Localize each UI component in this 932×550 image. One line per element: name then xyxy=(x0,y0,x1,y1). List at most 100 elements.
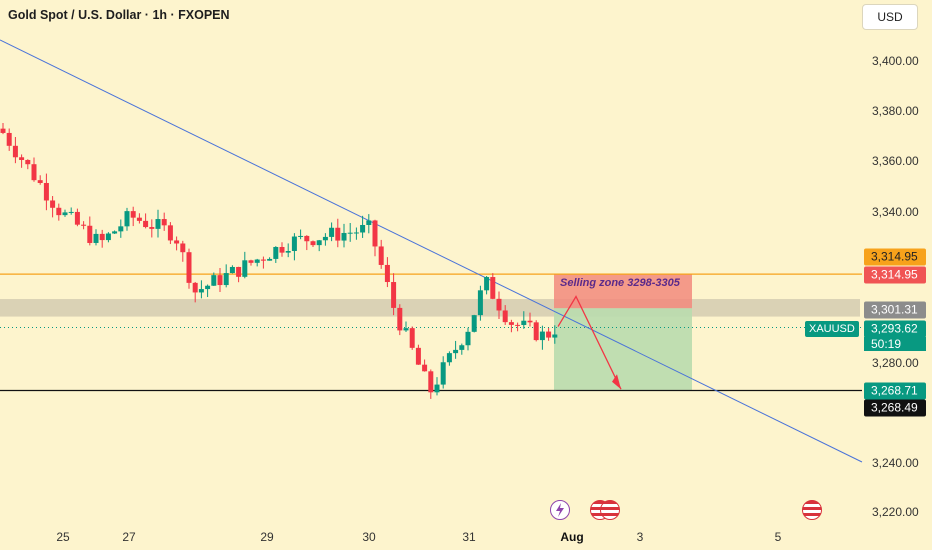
candle-body xyxy=(397,307,403,331)
candle-body xyxy=(68,211,74,213)
current-price-label: 3,293.62 xyxy=(864,320,926,338)
candle-body xyxy=(37,180,43,183)
candle-body xyxy=(316,240,322,246)
target-price-label: 3,268.71 xyxy=(864,382,926,400)
candle-body xyxy=(149,227,155,229)
lightning-icon[interactable] xyxy=(550,500,570,520)
selling-zone-label: Selling zone 3298-3305 xyxy=(560,277,680,289)
candle-body xyxy=(43,182,49,201)
candle-body xyxy=(167,225,173,241)
candle-body xyxy=(341,232,347,241)
resistance-price-label: 3,314.95 xyxy=(864,248,926,266)
candle-body xyxy=(155,219,161,229)
date-tick: 31 xyxy=(462,530,476,544)
price-tick: 3,340.00 xyxy=(872,205,919,219)
candle-body xyxy=(25,159,31,165)
candle-body xyxy=(12,145,18,158)
candle-countdown: 50:19 xyxy=(864,337,926,351)
date-tick: 25 xyxy=(56,530,70,544)
candle-body xyxy=(242,260,248,277)
candle-body xyxy=(124,211,130,227)
candle-body xyxy=(229,266,235,274)
candle-body xyxy=(533,322,539,341)
candle-body xyxy=(130,211,136,218)
candle-body xyxy=(403,328,409,331)
candle-body xyxy=(415,347,421,365)
candle-body xyxy=(496,298,502,311)
date-tick: 30 xyxy=(362,530,376,544)
candle-body xyxy=(112,231,118,234)
candle-body xyxy=(93,233,99,243)
candle-body xyxy=(298,235,304,237)
candle-body xyxy=(539,331,545,341)
symbol-label: XAUUSD xyxy=(805,321,859,337)
candle-body xyxy=(273,246,279,259)
candle-body xyxy=(360,224,366,233)
candle-body xyxy=(552,334,558,338)
trendline xyxy=(0,39,863,463)
candle-body xyxy=(56,207,62,216)
price-tick: 3,360.00 xyxy=(872,154,919,168)
candle-body xyxy=(105,233,111,241)
candle-body xyxy=(515,324,521,326)
candle-body xyxy=(521,320,527,325)
candle-body xyxy=(490,277,496,299)
us-flag-icon[interactable] xyxy=(600,500,620,520)
projection-arrow xyxy=(557,295,622,390)
candle-body xyxy=(459,345,465,350)
candle-body xyxy=(440,362,446,385)
zone-price-label: 3,301.31 xyxy=(864,301,926,319)
candle-body xyxy=(248,260,254,263)
candle-body xyxy=(161,219,167,226)
candle-body xyxy=(143,220,149,228)
candle-body xyxy=(136,217,142,221)
candle-body xyxy=(267,258,273,261)
target-zone-box xyxy=(554,308,692,390)
candle-body xyxy=(329,227,335,237)
candle-body xyxy=(477,290,483,316)
candle-body xyxy=(428,371,434,393)
candle-body xyxy=(409,328,415,348)
candle-body xyxy=(50,200,56,208)
price-tick: 3,240.00 xyxy=(872,456,919,470)
candle-body xyxy=(304,235,310,242)
candle-body xyxy=(322,236,328,241)
candle-body xyxy=(62,212,68,216)
candle-body xyxy=(180,243,186,253)
candle-body xyxy=(211,275,217,286)
candle-body xyxy=(0,128,6,133)
candle-body xyxy=(378,246,384,265)
candle-body xyxy=(453,349,459,354)
candle-body xyxy=(260,259,266,261)
candle-body xyxy=(546,331,552,338)
zone-band xyxy=(0,299,860,317)
candle-body xyxy=(279,246,285,253)
candle-body xyxy=(223,273,229,286)
candle-body xyxy=(285,251,291,253)
candle-body xyxy=(198,289,204,293)
candle-body xyxy=(372,220,378,247)
candle-body xyxy=(217,275,223,286)
chart-title: Gold Spot / U.S. Dollar · 1h · FXOPEN xyxy=(8,8,230,22)
candle-body xyxy=(174,240,180,244)
candle-body xyxy=(335,227,341,241)
candle-body xyxy=(118,226,124,232)
sell-zone-box xyxy=(554,274,692,309)
candle-body xyxy=(484,277,490,291)
candle-body xyxy=(502,310,508,323)
candle-body xyxy=(366,220,372,225)
candle-body xyxy=(254,259,260,263)
candle-body xyxy=(465,331,471,346)
date-tick: 27 xyxy=(122,530,136,544)
us-flag-icon[interactable] xyxy=(802,500,822,520)
candle-body xyxy=(291,236,297,252)
date-tick-month: Aug xyxy=(560,530,584,544)
candle-body xyxy=(192,282,198,293)
currency-button[interactable]: USD xyxy=(862,4,918,30)
candle-body xyxy=(434,384,440,393)
price-tick: 3,280.00 xyxy=(872,356,919,370)
candle-body xyxy=(19,157,25,160)
candle-body xyxy=(471,315,477,332)
